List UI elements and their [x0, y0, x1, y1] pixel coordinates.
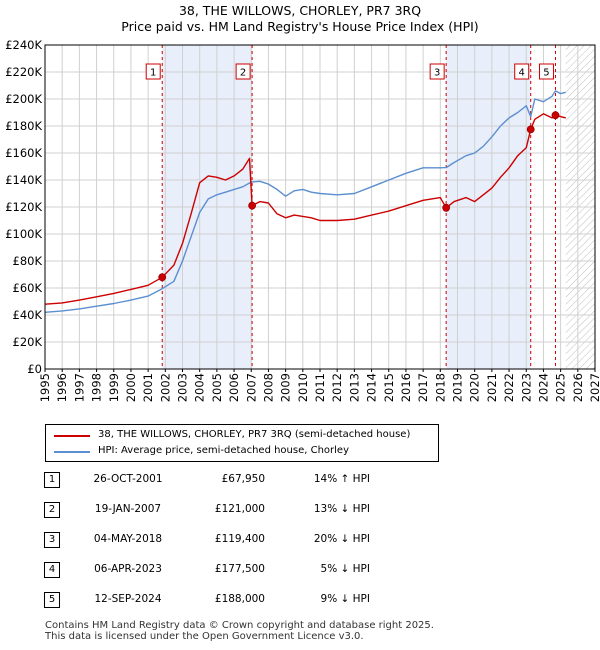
y-tick-label: £40K [13, 308, 43, 322]
x-tick-label: 1996 [55, 373, 69, 402]
sale-number-badge: 5 [44, 592, 60, 608]
x-tick-label: 2019 [451, 373, 465, 402]
sale-point [248, 201, 257, 210]
legend-swatch-hpi [54, 451, 90, 453]
x-tick-label: 2012 [330, 373, 344, 402]
sale-price: £188,000 [214, 593, 265, 605]
x-tick-label: 2017 [416, 373, 430, 402]
sale-price: £67,950 [221, 473, 265, 485]
y-tick-label: £160K [5, 146, 42, 160]
chart-title: 38, THE WILLOWS, CHORLEY, PR7 3RQ [178, 3, 422, 18]
x-tick-label: 2004 [193, 373, 207, 402]
sale-point [442, 203, 451, 212]
x-tick-label: 2023 [519, 373, 533, 402]
x-tick-label: 2010 [296, 373, 310, 402]
x-tick-label: 1995 [38, 373, 52, 402]
x-tick-label: 2006 [227, 373, 241, 402]
x-tick-label: 2000 [124, 373, 138, 402]
sale-marker-box [538, 63, 554, 80]
x-tick-label: 2007 [244, 373, 258, 402]
sale-row: 5 12-SEP-2024 £188,000 9% ↓ HPI [0, 588, 600, 610]
y-tick-label: £0 [27, 362, 42, 376]
sale-price: £177,500 [214, 563, 265, 575]
y-tick-label: £240K [5, 38, 42, 52]
x-tick-label: 2003 [176, 373, 190, 402]
sale-price: £121,000 [214, 503, 265, 515]
sale-row: 1 26-OCT-2001 £67,950 14% ↑ HPI [0, 468, 600, 490]
y-tick-label: £220K [5, 65, 42, 79]
x-tick-label: 2027 [588, 373, 600, 402]
y-tick-label: £60K [13, 281, 43, 295]
x-tick-label: 2025 [554, 373, 568, 402]
y-tick-label: £100K [5, 227, 42, 241]
sale-hpi-comparison: 14% ↑ HPI [313, 473, 370, 485]
chart-subtitle: Price paid vs. HM Land Registry's House … [121, 19, 479, 34]
x-tick-label: 2021 [485, 373, 499, 402]
sale-number-badge: 3 [44, 532, 60, 548]
sale-row: 4 06-APR-2023 £177,500 5% ↓ HPI [0, 558, 600, 580]
sale-date: 04-MAY-2018 [93, 533, 163, 545]
x-tick-label: 2009 [279, 373, 293, 402]
sale-number-badge: 1 [44, 472, 60, 488]
sale-marker-label: 2 [240, 68, 246, 79]
x-tick-label: 2008 [261, 373, 275, 402]
sale-marker-label: 1 [150, 68, 156, 79]
sale-point [526, 125, 535, 134]
y-tick-label: £180K [5, 119, 42, 133]
sale-marker-label: 4 [519, 68, 525, 79]
sale-point [158, 273, 167, 282]
x-tick-label: 2002 [158, 373, 172, 402]
x-tick-label: 2026 [571, 373, 585, 402]
x-tick-label: 2024 [536, 373, 550, 402]
x-tick-label: 2001 [141, 373, 155, 402]
price-chart: 1 2 3 4 5 £0 £20K £40K £60K £80K £100K £120K £140K £… [5, 38, 600, 402]
sale-hpi-comparison: 5% ↓ HPI [320, 563, 370, 575]
x-tick-label: 2015 [382, 373, 396, 402]
y-tick-label: £20K [13, 335, 43, 349]
x-tick-label: 1999 [107, 373, 121, 402]
sale-number-badge: 2 [44, 502, 60, 518]
sale-point [551, 111, 560, 120]
series-line-hpi [44, 90, 566, 313]
sale-date: 06-APR-2023 [94, 563, 162, 575]
sale-date: 12-SEP-2024 [94, 593, 162, 605]
sale-hpi-comparison: 13% ↓ HPI [313, 503, 370, 515]
sale-row: 2 19-JAN-2007 £121,000 13% ↓ HPI [0, 498, 600, 520]
x-tick-label: 2020 [468, 373, 482, 402]
legend-label-hpi: HPI: Average price, semi-detached house,… [98, 445, 350, 456]
y-tick-label: £120K [5, 200, 42, 214]
x-tick-label: 1997 [72, 373, 86, 402]
series-line-property [44, 113, 566, 305]
x-tick-label: 1998 [90, 373, 104, 402]
legend-swatch-property [54, 435, 90, 437]
sale-row: 3 04-MAY-2018 £119,400 20% ↓ HPI [0, 528, 600, 550]
footer-license: This data is licensed under the Open Gov… [45, 631, 364, 642]
y-tick-label: £80K [13, 254, 43, 268]
x-tick-label: 2011 [313, 373, 327, 402]
sale-marker-box [235, 63, 251, 80]
x-tick-label: 2014 [365, 373, 379, 402]
x-tick-label: 2013 [347, 373, 361, 402]
footer-copyright: Contains HM Land Registry data © Crown c… [45, 620, 434, 631]
y-tick-label: £140K [5, 173, 42, 187]
sale-marker-label: 5 [543, 68, 549, 79]
chart-legend: 38, THE WILLOWS, CHORLEY, PR7 3RQ (semi-… [45, 424, 439, 462]
sale-marker-box [145, 63, 161, 80]
sale-marker-box [429, 63, 445, 80]
sale-number-badge: 4 [44, 562, 60, 578]
x-tick-label: 2016 [399, 373, 413, 402]
sale-hpi-comparison: 9% ↓ HPI [320, 593, 370, 605]
sale-hpi-comparison: 20% ↓ HPI [313, 533, 370, 545]
x-tick-label: 2005 [210, 373, 224, 402]
legend-label-property: 38, THE WILLOWS, CHORLEY, PR7 3RQ (semi-… [98, 429, 411, 440]
sale-date: 26-OCT-2001 [93, 473, 163, 485]
sale-marker-label: 3 [434, 68, 440, 79]
sale-date: 19-JAN-2007 [94, 503, 162, 515]
sale-marker-box [514, 63, 530, 80]
x-tick-label: 2022 [502, 373, 516, 402]
sale-price: £119,400 [214, 533, 265, 545]
y-tick-label: £200K [5, 92, 42, 106]
x-tick-label: 2018 [433, 373, 447, 402]
